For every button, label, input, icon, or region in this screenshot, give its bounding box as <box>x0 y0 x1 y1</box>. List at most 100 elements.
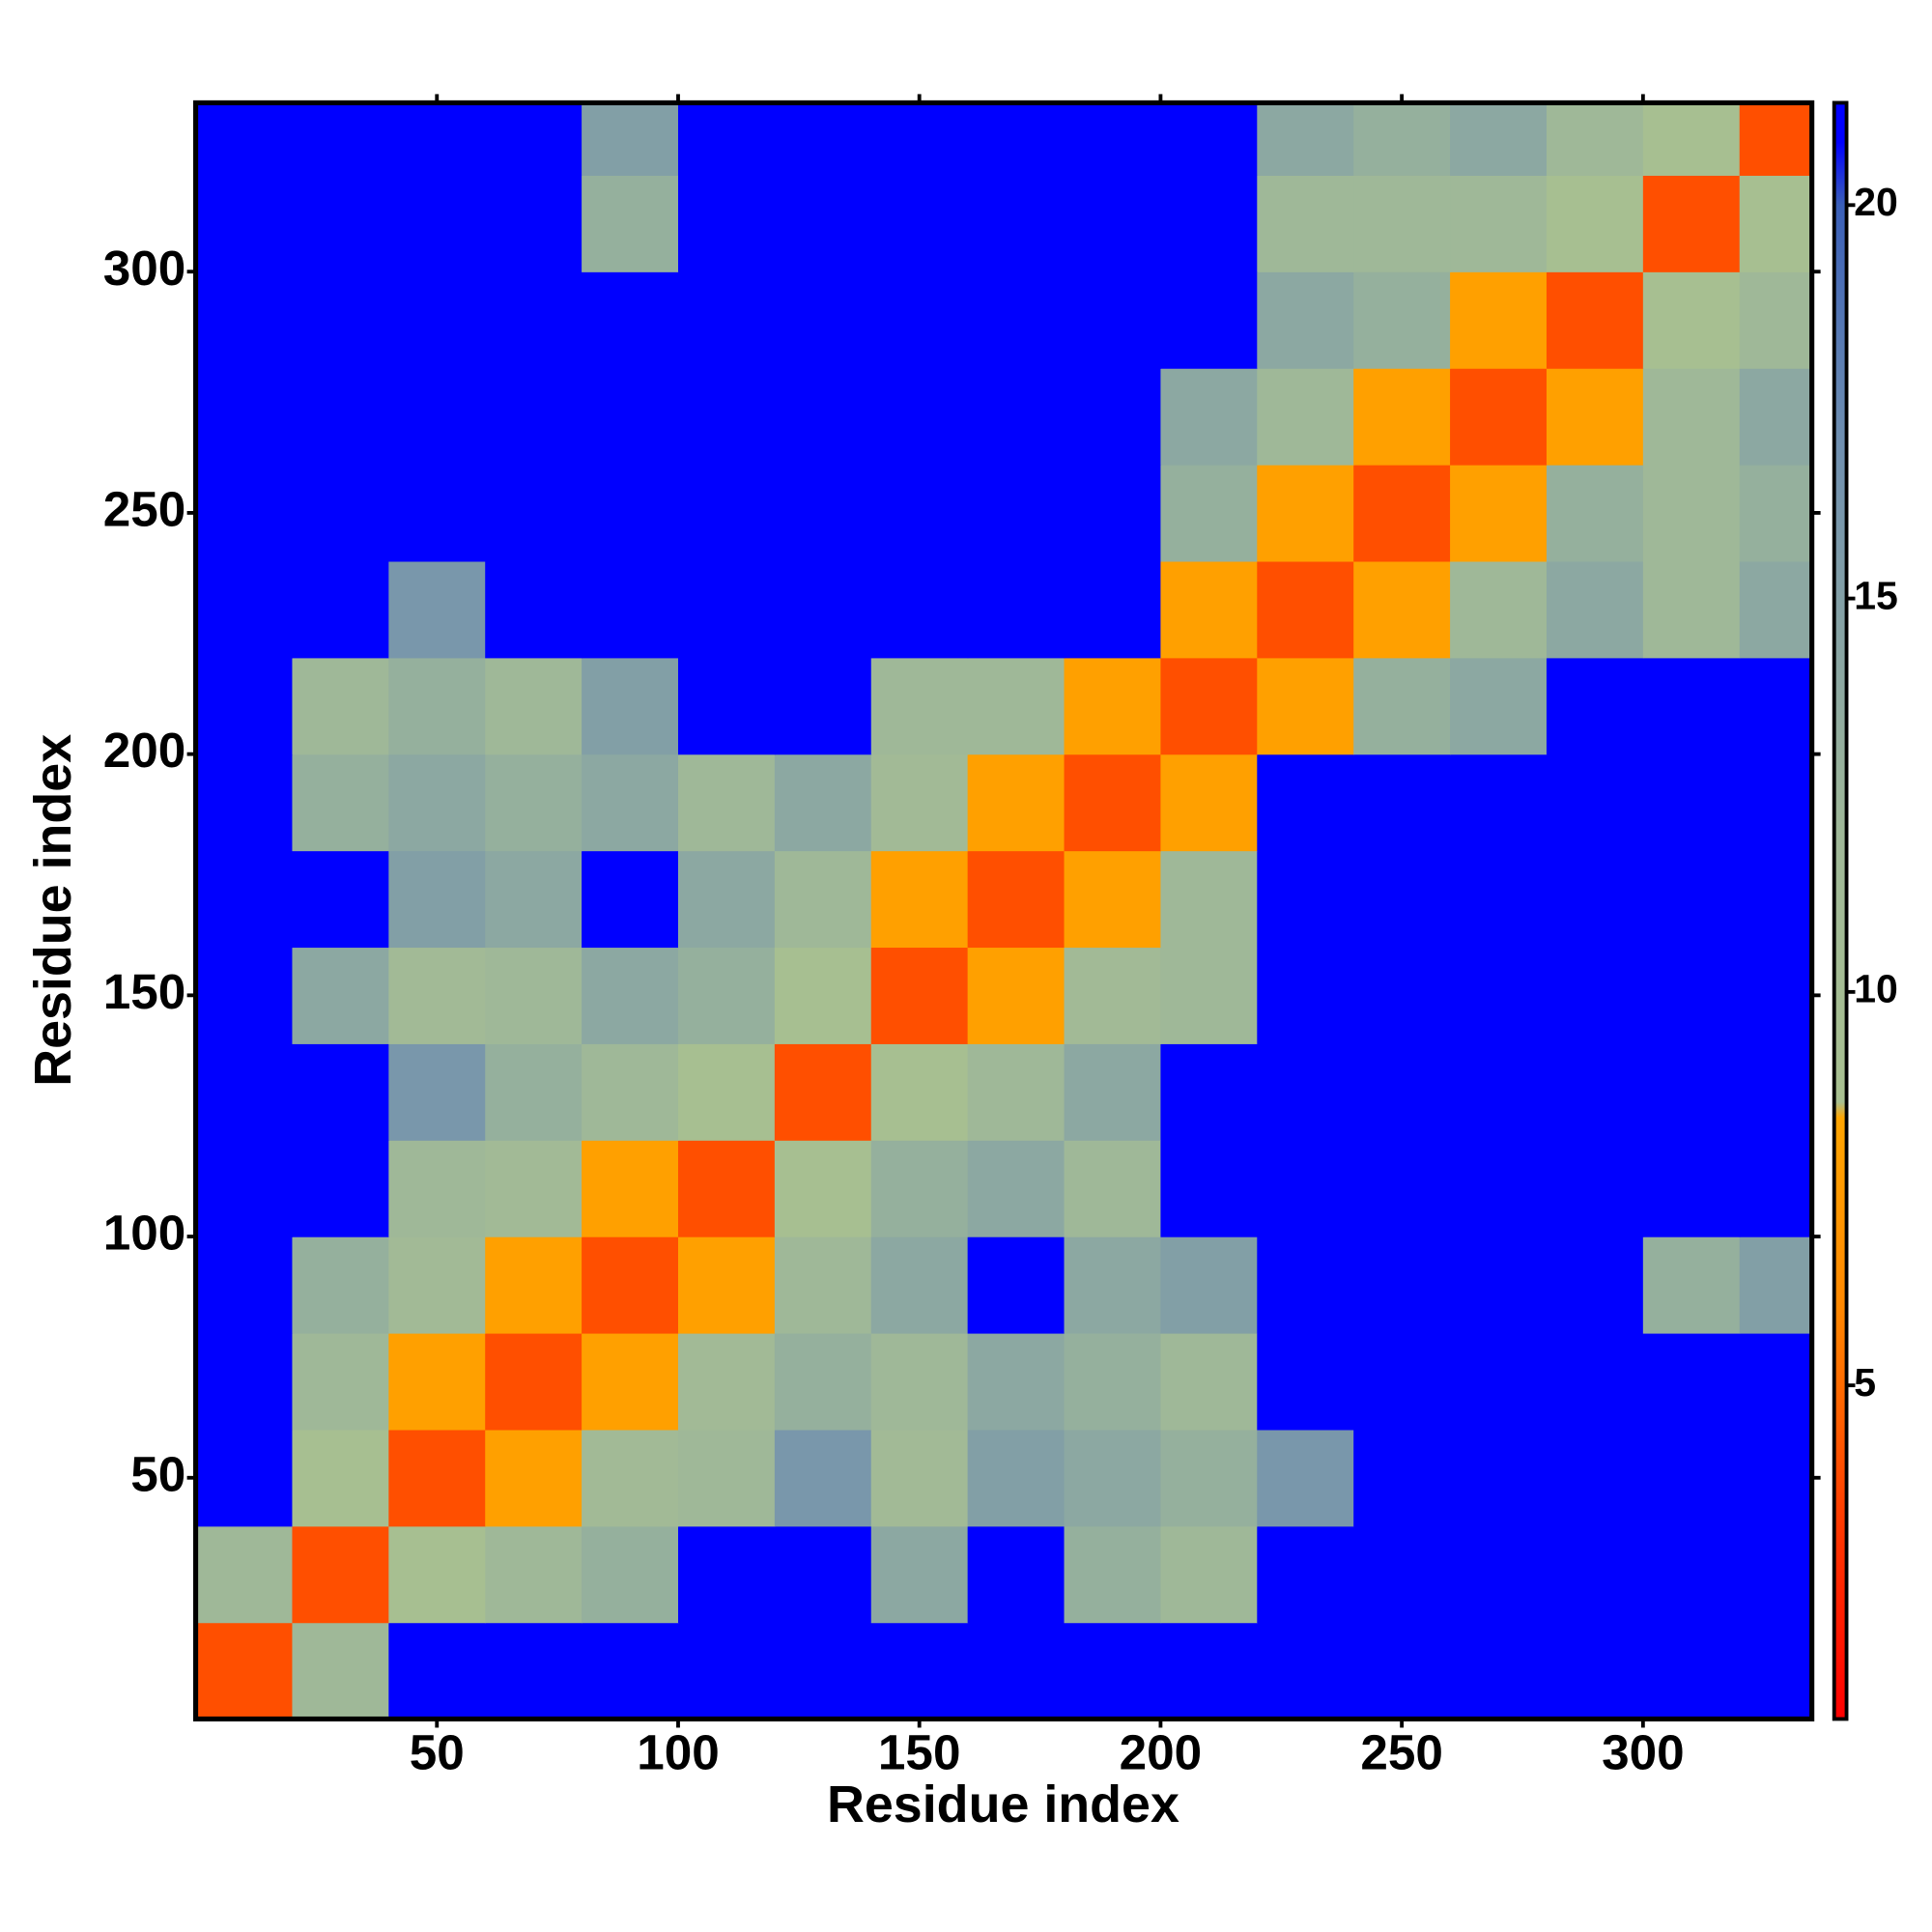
heat-cell <box>1450 1332 1548 1431</box>
heat-cell <box>582 368 679 466</box>
heat-cell <box>870 753 969 852</box>
heat-cell <box>967 1043 1065 1141</box>
heat-cell <box>1546 560 1644 659</box>
heat-cell <box>195 102 294 176</box>
heat-cell <box>388 1140 486 1237</box>
heat-cell <box>967 850 1065 949</box>
heat-cell <box>870 947 969 1044</box>
heat-cell <box>774 850 872 949</box>
heat-cell <box>1642 560 1741 659</box>
heat-cell <box>1642 947 1741 1044</box>
heat-cell <box>582 947 679 1044</box>
heat-cell <box>1546 271 1644 369</box>
heat-cell <box>1257 850 1354 949</box>
heat-cell <box>967 175 1065 272</box>
heat-cell <box>292 560 389 659</box>
heat-cell <box>774 1043 872 1141</box>
heat-cell <box>967 560 1065 659</box>
heat-cell <box>967 657 1065 755</box>
heat-cell <box>1353 657 1451 755</box>
heat-cell <box>677 850 776 949</box>
heat-cell <box>292 753 389 852</box>
heat-cell <box>1450 102 1548 176</box>
heat-cell <box>485 1332 582 1431</box>
heat-cell <box>292 850 389 949</box>
heat-cell <box>195 657 294 755</box>
y-tick-label: 200 <box>103 723 186 778</box>
y-tick-label: 50 <box>130 1446 185 1501</box>
heat-cell <box>774 1622 872 1720</box>
heat-cell <box>677 368 776 466</box>
heat-cell <box>1064 560 1162 659</box>
heat-cell <box>1450 1236 1548 1334</box>
heat-cell <box>485 1043 582 1141</box>
heat-cell <box>1739 657 1813 755</box>
heat-cell <box>1642 175 1741 272</box>
heat-cell <box>485 271 582 369</box>
heat-cell <box>1064 1622 1162 1720</box>
heat-cell <box>582 1236 679 1334</box>
heat-cell <box>195 368 294 466</box>
heat-cell <box>1353 271 1451 369</box>
x-tick-label: 200 <box>1120 1724 1203 1779</box>
heat-cell <box>1160 1043 1258 1141</box>
plot-frame <box>193 99 1815 1722</box>
heat-cell <box>1064 175 1162 272</box>
heat-cell <box>1450 175 1548 272</box>
heat-cell <box>1739 947 1813 1044</box>
y-tick-label: 150 <box>103 964 186 1019</box>
heat-cell <box>1739 1332 1813 1431</box>
heat-cell <box>1160 850 1258 949</box>
heat-cell <box>774 560 872 659</box>
heat-cell <box>1642 1622 1741 1720</box>
heat-cell <box>485 657 582 755</box>
heat-cell <box>1642 368 1741 466</box>
heat-cell <box>677 1622 776 1720</box>
heat-cell <box>967 1429 1065 1527</box>
heat-cell <box>292 175 389 272</box>
heat-cell <box>1642 1236 1741 1334</box>
heat-cell <box>1642 271 1741 369</box>
heat-cell <box>1642 102 1741 176</box>
heat-cell <box>1064 947 1162 1044</box>
heat-cell <box>195 1236 294 1334</box>
heat-cell <box>292 1236 389 1334</box>
heat-cell <box>967 947 1065 1044</box>
heat-cell <box>1064 850 1162 949</box>
heat-cell <box>195 947 294 1044</box>
heat-cell <box>292 1043 389 1141</box>
heat-cell <box>1257 175 1354 272</box>
colorbar-tick-label: 10 <box>1854 967 1898 1011</box>
heat-cell <box>1546 1043 1644 1141</box>
heat-cell <box>582 1429 679 1527</box>
heat-cell <box>1642 1525 1741 1624</box>
heat-cell <box>1160 271 1258 369</box>
heat-cell <box>774 657 872 755</box>
heat-cell <box>1546 1140 1644 1237</box>
heat-cell <box>292 657 389 755</box>
heat-cell <box>1546 175 1644 272</box>
heat-cell <box>485 1525 582 1624</box>
heat-cell <box>1257 1525 1354 1624</box>
y-tick-label: 250 <box>103 481 186 536</box>
heat-cell <box>582 175 679 272</box>
heat-cell <box>1642 850 1741 949</box>
heat-cell <box>677 1525 776 1624</box>
heat-cell <box>967 1140 1065 1237</box>
heat-cell <box>1739 560 1813 659</box>
heat-cell <box>1450 1622 1548 1720</box>
heat-cell <box>1160 560 1258 659</box>
heat-cell <box>1546 753 1644 852</box>
heat-cell <box>967 1236 1065 1334</box>
heat-cell <box>1450 1429 1548 1527</box>
heat-cell <box>967 753 1065 852</box>
heat-cell <box>195 1043 294 1141</box>
heat-cell <box>1739 271 1813 369</box>
heat-cell <box>1546 947 1644 1044</box>
heat-cell <box>870 850 969 949</box>
y-tick-label: 300 <box>103 241 186 296</box>
heat-cell <box>195 271 294 369</box>
heat-cell <box>1257 1140 1354 1237</box>
heat-cell <box>195 850 294 949</box>
heat-cell <box>1064 271 1162 369</box>
